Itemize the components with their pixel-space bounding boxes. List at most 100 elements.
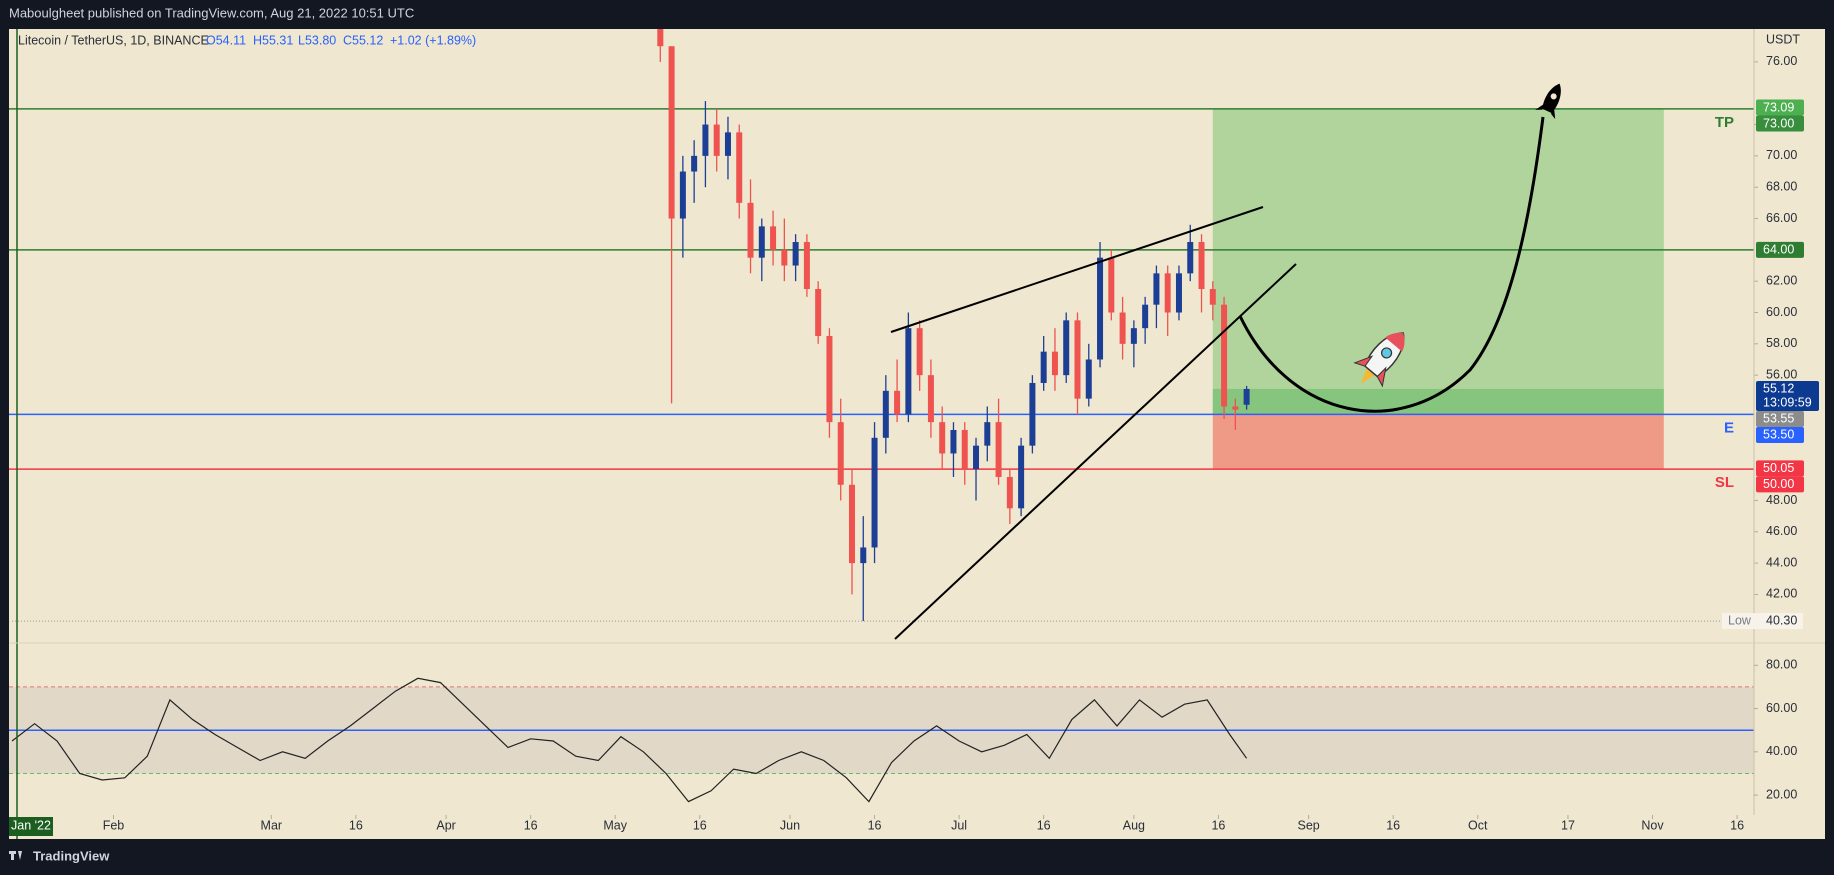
level-label: TP — [1715, 114, 1734, 131]
x-tick-label: 16 — [693, 818, 707, 832]
x-tick-label: 16 — [1730, 818, 1744, 832]
candle-body — [905, 328, 912, 415]
candle-body — [770, 226, 777, 250]
x-tick-label: Nov — [1641, 818, 1664, 832]
candle-body — [826, 336, 833, 423]
low-tag: Low — [1728, 613, 1752, 627]
price-badge — [1756, 99, 1804, 116]
x-tick-label: Mar — [261, 818, 283, 832]
legend-high: H55.31 — [253, 33, 293, 47]
x-tick-label: 16 — [1037, 818, 1051, 832]
y-tick-label: 42.00 — [1766, 587, 1797, 601]
candle-body — [1119, 312, 1126, 344]
price-badge-label: 64.00 — [1763, 243, 1794, 257]
x-tick-label: Oct — [1468, 818, 1488, 832]
candle-body — [1153, 273, 1160, 305]
y-tick-label: 48.00 — [1766, 493, 1797, 507]
x-tick-label: 16 — [1386, 818, 1400, 832]
x-tick-label: Jun — [780, 818, 800, 832]
y-tick-label: 66.00 — [1766, 211, 1797, 225]
candle-body — [1085, 359, 1092, 399]
price-badge-countdown: 13:09:59 — [1763, 396, 1812, 410]
rocket-icon — [1353, 332, 1405, 388]
x-tick-label: 16 — [1211, 818, 1225, 832]
candle-body — [882, 390, 889, 438]
price-badge — [1756, 426, 1804, 443]
price-badge — [1756, 241, 1804, 258]
cursor-badge — [9, 817, 53, 836]
candle-body — [758, 226, 765, 258]
brand-logo — [9, 851, 22, 860]
x-tick-label: May — [603, 818, 627, 832]
y-tick-label: 56.00 — [1766, 367, 1797, 381]
candle-body — [1164, 273, 1171, 313]
low-badge — [1722, 613, 1803, 630]
candle-body — [1187, 242, 1194, 274]
candle-body — [1142, 304, 1149, 329]
candle-body — [950, 429, 957, 454]
rsi-tick-label: 60.00 — [1766, 701, 1797, 715]
x-tick-label: Aug — [1123, 818, 1145, 832]
candle-body — [1130, 328, 1137, 344]
candle-body — [973, 445, 980, 470]
rsi-line — [11, 677, 1248, 803]
stop-zone — [1212, 414, 1664, 470]
x-tick-label: Feb — [103, 818, 125, 832]
candle-body — [792, 242, 799, 266]
y-tick-label: 60.00 — [1766, 305, 1797, 319]
y-tick-label: 46.00 — [1766, 524, 1797, 538]
candle-body — [894, 390, 901, 415]
chart-title: Litecoin / TetherUS, 1D, BINANCE — [18, 33, 209, 47]
candle-body — [927, 375, 934, 423]
candle-body — [803, 242, 810, 290]
rsi-tick-label: 40.00 — [1766, 744, 1797, 758]
candle-body — [815, 289, 822, 336]
candle-body — [1175, 273, 1182, 313]
rocket-icon — [1535, 83, 1561, 120]
candle-body — [1051, 351, 1058, 376]
candle-body — [736, 132, 743, 203]
price-badge — [1756, 476, 1804, 493]
price-badge — [1756, 380, 1819, 411]
level-label: E — [1724, 419, 1734, 436]
candle-body — [724, 132, 731, 156]
price-badge-label: 53.55 — [1763, 412, 1794, 426]
level-label: SL — [1715, 474, 1734, 491]
y-unit: USDT — [1766, 32, 1800, 46]
y-tick-label: 44.00 — [1766, 555, 1797, 569]
candle-body — [860, 547, 867, 564]
candle-body — [679, 171, 686, 219]
x-tick-label: Sep — [1298, 818, 1320, 832]
candle-body — [1097, 257, 1104, 360]
candle-body — [1108, 257, 1115, 313]
price-badge — [1756, 460, 1804, 477]
cursor-label: Jan '22 — [11, 818, 51, 832]
x-tick-label: 16 — [868, 818, 882, 832]
candle-body — [781, 249, 788, 266]
candle-body — [848, 484, 855, 564]
candle-body — [961, 429, 968, 470]
price-badge — [1756, 410, 1804, 427]
candle-body — [691, 155, 698, 172]
candle-body — [668, 46, 675, 219]
price-badge-label: 53.50 — [1763, 428, 1794, 442]
candle-body — [1006, 476, 1013, 509]
candle-body — [939, 422, 946, 454]
low-label: 40.30 — [1766, 613, 1797, 627]
candle-body — [1198, 242, 1205, 290]
candle-body — [713, 124, 720, 156]
rsi-tick-label: 80.00 — [1766, 658, 1797, 672]
legend-open: O54.11 — [206, 33, 246, 47]
candle-body — [1018, 445, 1025, 509]
candle-body — [1209, 289, 1216, 305]
price-badge-label: 55.12 — [1763, 382, 1794, 396]
y-tick-label: 62.00 — [1766, 273, 1797, 287]
y-tick-label: 58.00 — [1766, 336, 1797, 350]
rsi-tick-label: 20.00 — [1766, 787, 1797, 801]
candle-body — [1063, 320, 1070, 376]
x-tick-label: Jul — [951, 818, 967, 832]
candle-body — [747, 202, 754, 258]
candle-body — [702, 124, 709, 156]
brand: TradingView — [33, 848, 110, 863]
x-tick-label: Apr — [436, 818, 455, 832]
